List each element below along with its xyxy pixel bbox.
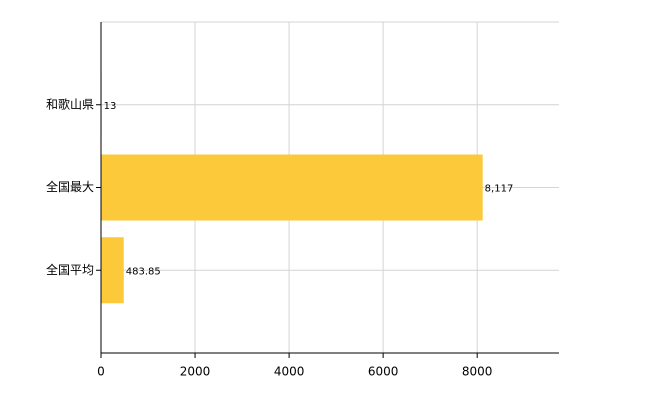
value-label: 483.85 <box>126 266 161 277</box>
y-tick-label: 全国最大 <box>46 179 94 194</box>
y-tick-label: 全国平均 <box>46 262 94 277</box>
bar <box>101 154 483 221</box>
value-label: 13 <box>104 101 117 112</box>
x-tick-label: 8000 <box>462 365 493 379</box>
bar <box>101 237 124 304</box>
x-tick-label: 4000 <box>274 365 305 379</box>
x-tick-label: 6000 <box>368 365 399 379</box>
value-label: 8,117 <box>485 184 514 195</box>
x-tick-label: 2000 <box>180 365 211 379</box>
x-tick-label: 0 <box>97 365 105 379</box>
y-tick-label: 和歌山県 <box>46 96 94 111</box>
